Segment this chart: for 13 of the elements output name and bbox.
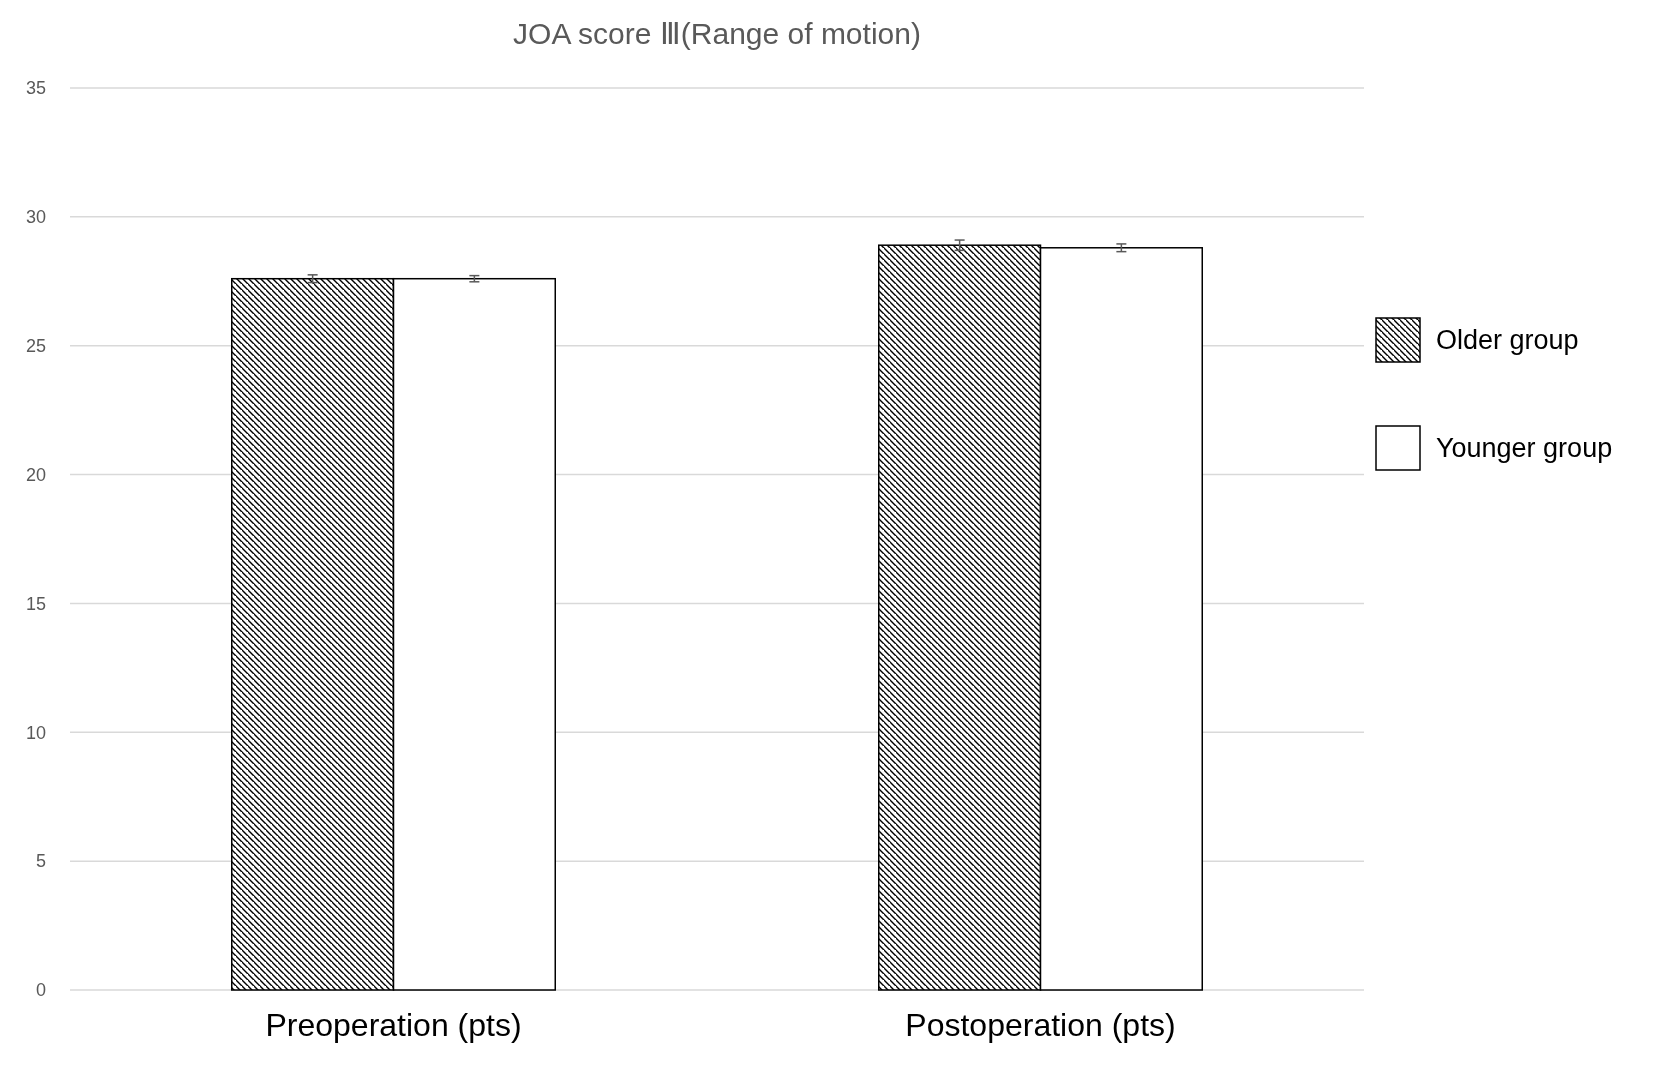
x-tick-label: Preoperation (pts) <box>265 1007 522 1043</box>
y-tick-label: 10 <box>25 722 46 743</box>
y-tick-label: 25 <box>25 336 46 357</box>
legend-label: Older group <box>1436 325 1579 356</box>
y-tick-label: 30 <box>25 207 46 228</box>
y-tick-label: 20 <box>25 464 46 485</box>
legend-label: Younger group <box>1436 433 1613 464</box>
y-tick-label: 35 <box>25 78 46 99</box>
x-tick-label: Postoperation (pts) <box>905 1007 1176 1043</box>
y-tick-label: 5 <box>35 851 46 872</box>
chart-title: JOA score Ⅲ(Range of motion) <box>513 17 921 50</box>
y-tick-label: 15 <box>25 593 46 614</box>
y-tick-label: 0 <box>35 980 46 1001</box>
